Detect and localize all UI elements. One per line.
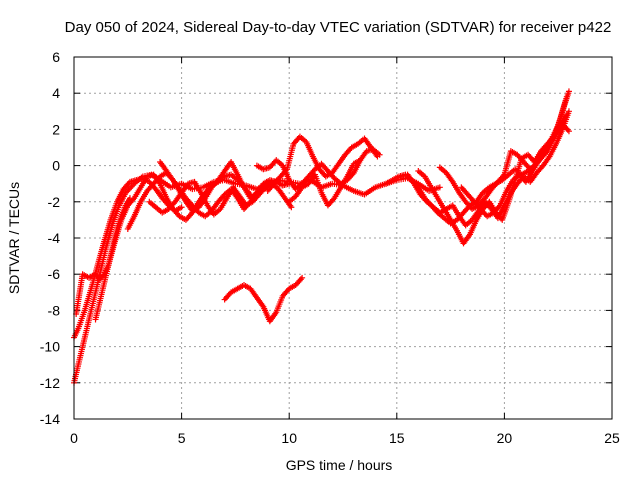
x-tick-label: 15	[389, 430, 405, 446]
y-tick-label: -14	[40, 411, 60, 427]
series-track-13	[404, 108, 572, 229]
y-tick-label: -6	[48, 266, 61, 282]
series-track-11	[221, 274, 306, 325]
series-line	[417, 114, 568, 245]
series-track-9	[264, 133, 381, 194]
series-line	[224, 277, 303, 323]
series-track-6	[146, 178, 295, 218]
x-tick-label: 5	[178, 430, 186, 446]
axis-ticks: 0 5 10 15 20 25 -14 -12 -10 -8 -6 -4 -2 0 2 4 6	[40, 49, 620, 446]
y-tick-label: -12	[40, 375, 60, 391]
series-markers	[415, 111, 570, 247]
series-track-10	[286, 157, 364, 209]
x-tick-label: 25	[604, 430, 620, 446]
series-markers	[286, 157, 364, 209]
data-series	[71, 88, 572, 386]
series-track-7	[157, 158, 293, 214]
series-track-14	[415, 111, 570, 247]
y-tick-label: 4	[52, 85, 60, 101]
series-markers	[264, 133, 381, 194]
x-axis-label: GPS time / hours	[286, 457, 393, 473]
series-markers	[221, 274, 306, 325]
y-tick-label: 6	[52, 49, 60, 65]
chart-title: Day 050 of 2024, Sidereal Day-to-day VTE…	[65, 19, 612, 36]
plot-frame	[73, 56, 613, 420]
series-track-16	[458, 88, 572, 220]
x-tick-label: 20	[497, 430, 513, 446]
y-axis-label: SDTVAR / TECUs	[6, 182, 22, 294]
y-tick-label: -4	[48, 230, 61, 246]
series-markers	[157, 158, 293, 214]
x-tick-label: 0	[70, 430, 78, 446]
y-tick-label: 0	[52, 158, 60, 174]
series-markers	[458, 88, 572, 220]
series-markers	[146, 178, 295, 218]
x-tick-label: 10	[281, 430, 297, 446]
series-markers	[404, 108, 572, 229]
y-tick-label: -2	[48, 194, 61, 210]
y-tick-label: -10	[40, 339, 60, 355]
grid-lines	[74, 57, 612, 419]
y-tick-label: 2	[52, 121, 60, 137]
y-tick-label: -8	[48, 302, 61, 318]
